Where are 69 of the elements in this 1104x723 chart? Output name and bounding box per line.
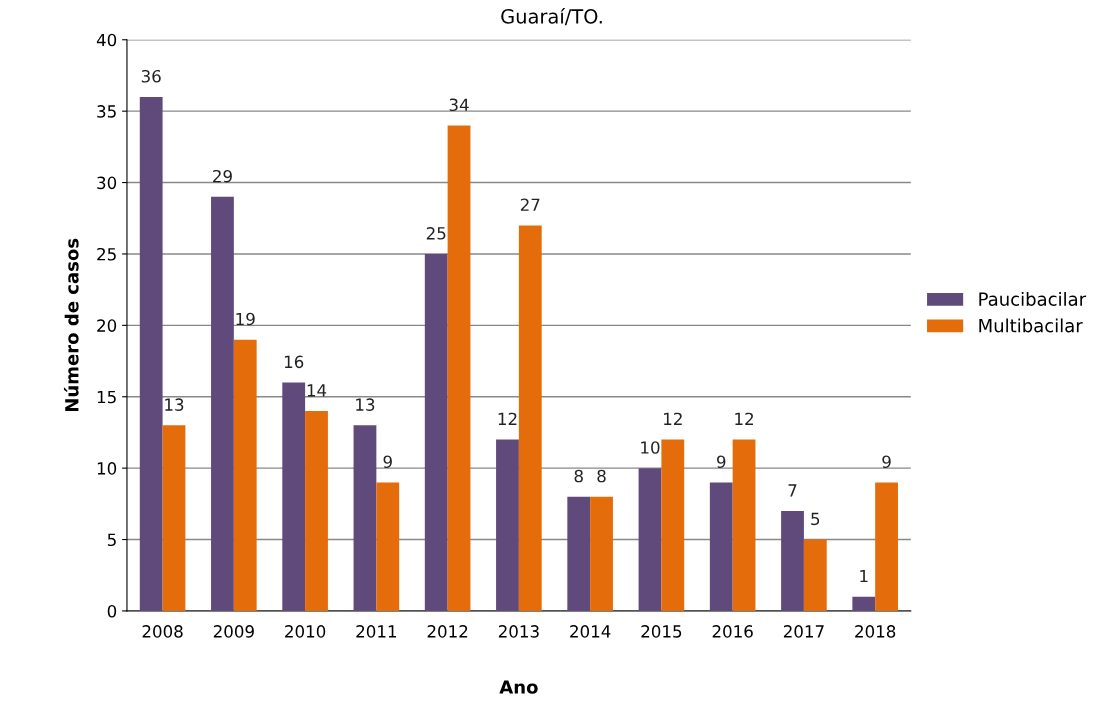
bar	[875, 482, 898, 611]
bar	[496, 439, 519, 611]
data-label: 8	[597, 469, 606, 483]
y-tick-label: 15	[97, 390, 116, 404]
bar	[353, 425, 377, 611]
y-tick-label: 5	[107, 533, 116, 547]
bar	[518, 225, 542, 611]
x-tick-label: 2009	[213, 625, 254, 638]
bar	[139, 96, 163, 611]
bar	[567, 496, 591, 611]
bar	[732, 439, 756, 611]
y-tick-label: 35	[97, 105, 116, 118]
bar	[661, 439, 685, 611]
data-label: 8	[574, 469, 583, 483]
legend-label: Multibacilar	[979, 318, 1083, 333]
bar	[590, 496, 613, 611]
data-label: 16	[284, 355, 304, 369]
bar	[162, 425, 186, 611]
chart-title: Guaraí/TO.	[501, 7, 602, 26]
bar	[211, 196, 234, 611]
y-tick-label: 25	[97, 247, 116, 261]
data-label: 27	[520, 198, 540, 211]
y-tick-label: 40	[96, 33, 117, 47]
bar	[447, 125, 471, 611]
legend-label: Paucibacilar	[979, 291, 1087, 306]
x-tick-label: 2013	[498, 625, 539, 638]
bar	[305, 411, 328, 611]
data-label: 7	[788, 484, 797, 497]
x-tick-label: 2016	[712, 625, 753, 638]
bar	[852, 596, 876, 611]
data-label: 19	[236, 312, 255, 326]
data-label: 9	[383, 455, 392, 469]
data-label: 10	[641, 441, 660, 454]
y-tick-label: 10	[97, 462, 117, 475]
bar	[376, 482, 400, 611]
data-label: 13	[165, 398, 184, 411]
y-axis-title: Número de casos	[63, 238, 79, 412]
bar	[638, 468, 662, 611]
data-label: 12	[498, 412, 517, 426]
y-tick-label: 0	[107, 604, 117, 618]
data-label: 12	[735, 412, 753, 426]
data-label: 9	[882, 455, 891, 469]
data-label: 25	[426, 227, 446, 240]
x-axis-title: Ano	[499, 680, 538, 694]
data-label: 29	[213, 169, 232, 183]
bar	[709, 482, 733, 611]
data-label: 34	[449, 98, 469, 112]
data-label: 36	[141, 69, 161, 83]
x-tick-label: 2017	[783, 625, 824, 638]
data-label: 13	[356, 398, 375, 411]
y-tick-label: 20	[97, 319, 117, 332]
data-label: 5	[811, 512, 820, 526]
data-label: 12	[664, 412, 682, 426]
bar	[282, 382, 306, 611]
data-label: 1	[860, 569, 868, 583]
x-tick-label: 2011	[356, 625, 397, 638]
x-tick-label: 2008	[142, 625, 183, 638]
data-label: 14	[307, 384, 327, 397]
x-tick-label: 2012	[427, 625, 468, 638]
bar	[781, 510, 804, 611]
data-label: 9	[717, 455, 726, 469]
x-tick-label: 2015	[641, 625, 682, 638]
y-tick-label: 30	[97, 176, 117, 190]
bar	[233, 339, 257, 611]
bar	[424, 253, 448, 611]
x-tick-label: 2010	[285, 625, 326, 638]
bar	[803, 539, 827, 611]
x-tick-label: 2014	[570, 625, 611, 638]
x-tick-label: 2018	[855, 625, 896, 638]
